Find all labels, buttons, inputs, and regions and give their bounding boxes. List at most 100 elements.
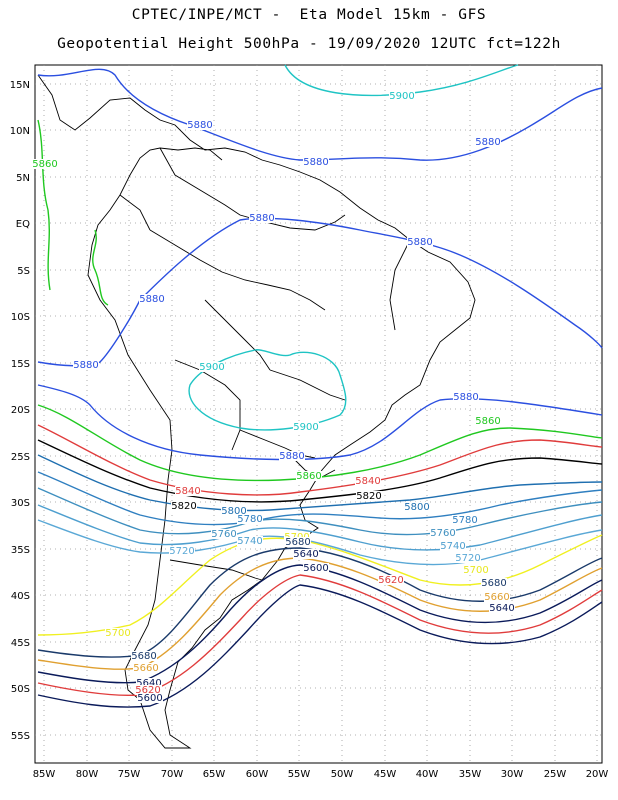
latitude-labels: 15N 10N 5N EQ 5S 10S 15S 20S 25S 30S 35S 40S 45S 50S 5…: [10, 80, 30, 742]
contour-label-background: [475, 416, 501, 426]
contour-value-label: 5680: [131, 651, 156, 662]
contour-value-label: 5660: [484, 592, 509, 603]
latitude-label: 15N: [10, 80, 30, 91]
contour-label-background: [430, 528, 456, 538]
contour-label-background: [303, 157, 329, 167]
contour-label-background: [237, 536, 263, 546]
contour-label-background: [355, 476, 381, 486]
contour-label-background: [455, 553, 481, 563]
contour-label-background: [221, 506, 247, 516]
latitude-label: 55S: [11, 731, 30, 742]
contour-value-label: 5740: [237, 536, 262, 547]
contour-label-background: [440, 541, 466, 551]
contour-label-background: [285, 537, 311, 547]
longitude-label: 55W: [288, 769, 311, 780]
contour-value-label: 5880: [279, 451, 304, 462]
contour-value-label: 5740: [440, 541, 465, 552]
contour-label-background: [296, 471, 322, 481]
contour-value-label: 5640: [136, 678, 161, 689]
contour-label-background: [475, 137, 501, 147]
longitude-label: 40W: [416, 769, 439, 780]
contour-label-background: [484, 592, 510, 602]
contour-value-label: 5820: [171, 501, 196, 512]
latitude-label: 30S: [11, 498, 30, 509]
latitude-label: 10S: [11, 312, 30, 323]
contour-value-label: 5760: [211, 529, 236, 540]
map-frame: [34, 64, 603, 764]
contour-label-background: [378, 575, 404, 585]
latitude-label: 35S: [11, 545, 30, 556]
contour-label-background: [463, 565, 489, 575]
longitude-label: 45W: [374, 769, 397, 780]
latitude-label: 15S: [11, 359, 30, 370]
contour-label-background: [199, 362, 225, 372]
latitude-label: 20S: [11, 405, 30, 416]
contour-value-label: 5880: [73, 360, 98, 371]
contour-label-background: [135, 685, 161, 695]
contour-value-label: 5780: [237, 514, 262, 525]
contour-label-background: [407, 237, 433, 247]
contour-value-label: 5880: [139, 294, 164, 305]
contour-value-label: 5880: [249, 213, 274, 224]
map-title-line-1: CPTEC/INPE/MCT - Eta Model 15km - GFS: [131, 7, 487, 23]
contour-label-background: [303, 563, 329, 573]
contour-label-background: [279, 451, 305, 461]
contour-label-background: [187, 120, 213, 130]
contour-value-label: 5800: [221, 506, 246, 517]
contour-value-label: 5720: [455, 553, 480, 564]
contour-label-background: [131, 651, 157, 661]
contour-label-background: [137, 693, 163, 703]
contour-value-label: 5820: [356, 491, 381, 502]
contour-value-label: 5900: [293, 422, 318, 433]
contour-value-label: 5880: [475, 137, 500, 148]
longitude-label: 25W: [544, 769, 567, 780]
contour-label-background: [293, 422, 319, 432]
latitude-label: 45S: [11, 638, 30, 649]
contour-value-label: 5720: [169, 546, 194, 557]
contour-value-label: 5700: [463, 565, 488, 576]
latitude-label: 5N: [16, 173, 30, 184]
contour-value-label: 5880: [303, 157, 328, 168]
map-title-line-2: Geopotential Height 500hPa - 19/09/2020 …: [57, 36, 561, 52]
contour-label-background: [175, 486, 201, 496]
contour-value-label: 5640: [293, 549, 318, 560]
longitude-label: 75W: [118, 769, 141, 780]
contour-label-background: [169, 546, 195, 556]
contour-value-label: 5600: [303, 563, 328, 574]
contour-label-background: [356, 491, 382, 501]
contour-value-label: 5640: [489, 603, 514, 614]
contour-label-background: [32, 159, 58, 169]
contour-value-label: 5880: [407, 237, 432, 248]
contour-label-background: [389, 91, 415, 101]
contour-label-background: [139, 294, 165, 304]
coastline-and-borders: [37, 74, 476, 749]
contour-value-label: 5700: [105, 628, 130, 639]
contour-value-label: 5860: [475, 416, 500, 427]
contour-label-background: [481, 578, 507, 588]
longitude-label: 65W: [203, 769, 226, 780]
longitude-label: 35W: [459, 769, 482, 780]
contour-value-label: 5680: [481, 578, 506, 589]
contour-value-label: 5900: [389, 91, 414, 102]
contour-value-label: 5680: [285, 537, 310, 548]
contour-label-background: [237, 514, 263, 524]
contour-label-background: [136, 678, 162, 688]
latitude-label: 40S: [11, 591, 30, 602]
latitude-label: 5S: [17, 266, 30, 277]
contour-value-label: 5620: [378, 575, 403, 586]
contour-label-background: [171, 501, 197, 511]
longitude-label: 20W: [586, 769, 609, 780]
contour-value-label: 5800: [404, 502, 429, 513]
contour-value-label: 5900: [199, 362, 224, 373]
latitude-label: 50S: [11, 684, 30, 695]
contour-label-background: [211, 529, 237, 539]
contour-value-label: 5860: [296, 471, 321, 482]
longitude-label: 85W: [33, 769, 56, 780]
contour-label-background: [73, 360, 99, 370]
latitude-label: EQ: [16, 219, 30, 230]
contour-label-background: [133, 663, 159, 673]
longitude-label: 30W: [501, 769, 524, 780]
contour-label-background: [249, 213, 275, 223]
contour-value-label: 5860: [32, 159, 57, 170]
